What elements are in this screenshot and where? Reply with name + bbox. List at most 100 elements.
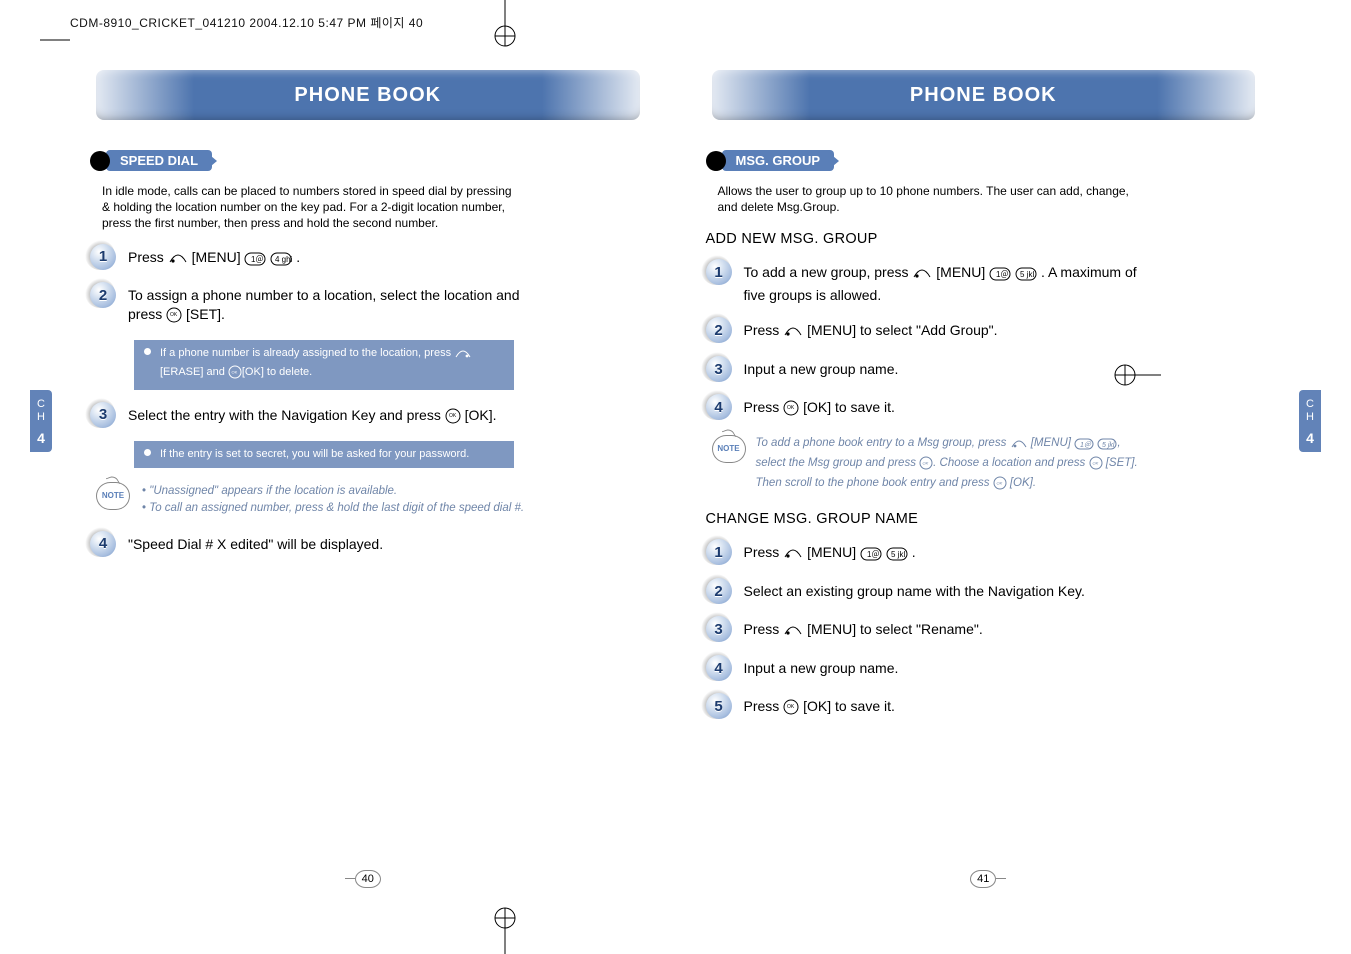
step-text: "Speed Dial # X edited" will be displaye…: [128, 531, 383, 554]
chapter-tab-left: CH 4: [30, 390, 52, 452]
step-number-icon: 1: [90, 244, 116, 270]
step: 5 Press OK [OK] to save it.: [706, 693, 1146, 720]
note-body: "Unassigned" appears if the location is …: [140, 482, 524, 517]
softkey-icon: [454, 348, 472, 365]
intro-text: In idle mode, calls can be placed to num…: [102, 183, 522, 232]
step-number-icon: 4: [90, 531, 116, 557]
step-text: To add a new group, press [MENU] 1＠ 5 jk…: [744, 259, 1146, 305]
step: 3 Input a new group name.: [706, 356, 1146, 382]
ok-key-icon: OK: [783, 400, 799, 421]
chapter-tab-num: 4: [30, 430, 52, 447]
keypad-1-icon: 1＠: [989, 267, 1011, 286]
step-text: Input a new group name.: [744, 356, 899, 379]
svg-text:OK: OK: [996, 481, 1002, 486]
svg-text:4 ghi: 4 ghi: [275, 255, 292, 264]
step-number-icon: 2: [706, 317, 732, 343]
step-text: Press [MENU] 1＠ 4 ghi .: [128, 244, 300, 271]
step-text: Select an existing group name with the N…: [744, 578, 1085, 601]
section-title: SPEED DIAL: [106, 150, 212, 171]
ok-key-icon: OK: [783, 699, 799, 720]
note-icon: NOTE: [712, 435, 746, 463]
svg-text:OK: OK: [449, 413, 457, 419]
svg-text:5 jkl: 5 jkl: [1020, 270, 1034, 279]
svg-text:OK: OK: [170, 312, 178, 318]
crop-mark-top: [488, 0, 522, 48]
step-text: Press [MENU] to select "Rename".: [744, 616, 983, 643]
softkey-icon: [783, 325, 803, 344]
inline-note: If the entry is set to secret, you will …: [134, 441, 514, 468]
section-chip-msg-group: MSG. GROUP: [706, 150, 840, 171]
softkey-icon: [783, 624, 803, 643]
step-text: Press [MENU] 1＠ 5 jkl .: [744, 539, 916, 566]
page-number: 40: [345, 870, 391, 888]
note-body: To add a phone book entry to a Msg group…: [756, 435, 1152, 495]
step: 2 Select an existing group name with the…: [706, 578, 1146, 604]
page-banner: PHONE BOOK: [96, 70, 640, 120]
keypad-4-icon: 4 ghi: [270, 252, 292, 271]
note-block: NOTE To add a phone book entry to a Msg …: [712, 435, 1152, 495]
crop-mark-bottom: [488, 906, 522, 954]
svg-text:OK: OK: [923, 461, 929, 466]
keypad-1-icon: 1＠: [860, 547, 882, 566]
step: 1 Press [MENU] 1＠ 5 jkl .: [706, 539, 1146, 566]
softkey-icon: [912, 267, 932, 286]
step: 2 Press [MENU] to select "Add Group".: [706, 317, 1146, 344]
section-title: MSG. GROUP: [722, 150, 835, 171]
step: 3 Select the entry with the Navigation K…: [90, 402, 530, 429]
page-right: CH 4 PHONE BOOK MSG. GROUP Allows the us…: [676, 60, 1292, 894]
step-number-icon: 3: [706, 356, 732, 382]
step-number-icon: 4: [706, 394, 732, 420]
softkey-icon: [783, 547, 803, 566]
step-text: To assign a phone number to a location, …: [128, 282, 530, 328]
step-text: Press OK [OK] to save it.: [744, 693, 895, 720]
keypad-5-icon: 5 jkl: [886, 547, 908, 566]
step-number-icon: 1: [706, 539, 732, 565]
ok-key-icon: OK: [1089, 456, 1103, 475]
step-number-icon: 2: [90, 282, 116, 308]
file-header-line: CDM-8910_CRICKET_041210 2004.12.10 5:47 …: [70, 14, 423, 31]
step: 1 To add a new group, press [MENU] 1＠ 5 …: [706, 259, 1146, 305]
step-text: Select the entry with the Navigation Key…: [128, 402, 497, 429]
step-number-icon: 3: [90, 402, 116, 428]
svg-text:1＠: 1＠: [251, 255, 263, 264]
svg-text:5 jkl: 5 jkl: [1102, 442, 1115, 449]
step-text: Press OK [OK] to save it.: [744, 394, 895, 421]
svg-text:OK: OK: [787, 405, 795, 411]
svg-text:OK: OK: [231, 370, 237, 375]
svg-text:OK: OK: [787, 704, 795, 710]
softkey-icon: [168, 252, 188, 271]
chapter-tab-label: CH: [1306, 398, 1314, 423]
page-banner: PHONE BOOK: [712, 70, 1256, 120]
chapter-tab-num: 4: [1299, 430, 1321, 447]
crop-corner-tl: [40, 32, 70, 48]
svg-text:1＠: 1＠: [867, 550, 879, 559]
step: 4 Input a new group name.: [706, 655, 1146, 681]
step-text: Press [MENU] to select "Add Group".: [744, 317, 998, 344]
intro-text: Allows the user to group up to 10 phone …: [718, 183, 1138, 215]
step-number-icon: 2: [706, 578, 732, 604]
step: 1 Press [MENU] 1＠ 4 ghi .: [90, 244, 530, 271]
ok-key-icon: OK: [166, 307, 182, 328]
step: 4 Press OK [OK] to save it.: [706, 394, 1146, 421]
page-title: PHONE BOOK: [712, 70, 1256, 120]
note-block: NOTE "Unassigned" appears if the locatio…: [96, 482, 536, 517]
page-title: PHONE BOOK: [96, 70, 640, 120]
ok-key-icon: OK: [228, 365, 242, 384]
note-icon: NOTE: [96, 482, 130, 510]
svg-text:5 jkl: 5 jkl: [891, 550, 905, 559]
ok-key-icon: OK: [445, 408, 461, 429]
page-number: 41: [960, 870, 1006, 888]
step-number-icon: 5: [706, 693, 732, 719]
keypad-5-icon: 5 jkl: [1097, 438, 1117, 455]
keypad-5-icon: 5 jkl: [1015, 267, 1037, 286]
step: 3 Press [MENU] to select "Rename".: [706, 616, 1146, 643]
svg-text:OK: OK: [1092, 461, 1098, 466]
step-number-icon: 4: [706, 655, 732, 681]
ok-key-icon: OK: [993, 476, 1007, 495]
chapter-tab-right: CH 4: [1299, 390, 1321, 452]
step: 4 "Speed Dial # X edited" will be displa…: [90, 531, 530, 557]
section-chip-speed-dial: SPEED DIAL: [90, 150, 217, 171]
subheading-add: ADD NEW MSG. GROUP: [706, 231, 1262, 247]
softkey-icon: [1010, 438, 1028, 455]
keypad-1-icon: 1＠: [244, 252, 266, 271]
